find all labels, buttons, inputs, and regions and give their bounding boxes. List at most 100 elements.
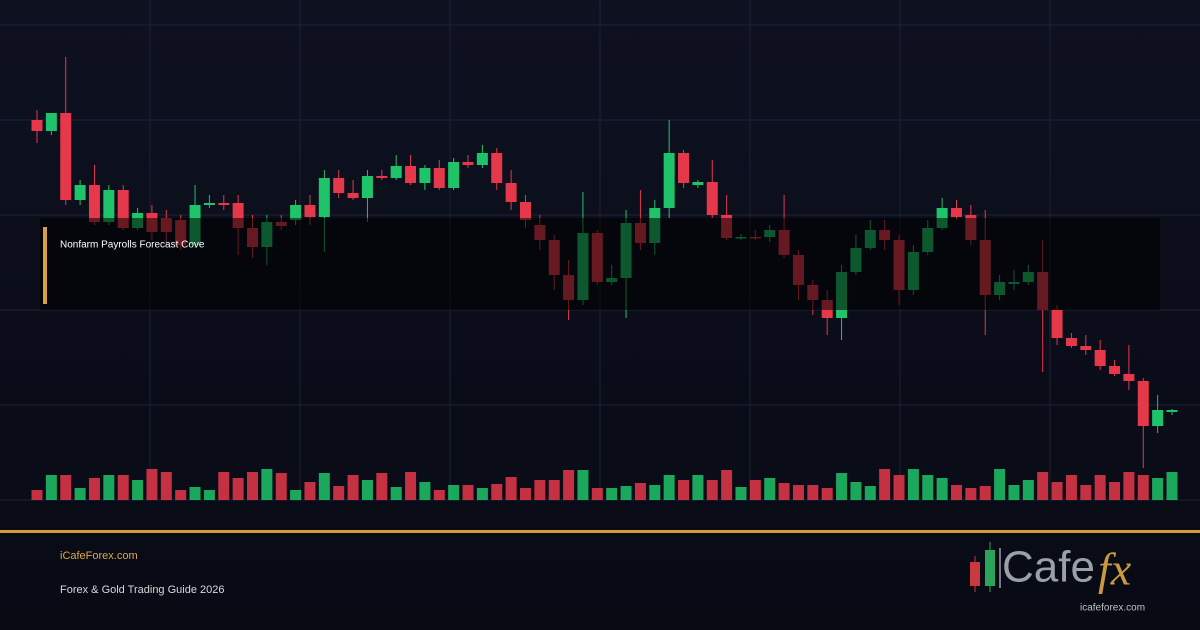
candle-body (103, 190, 115, 222)
volume-bar (290, 490, 302, 500)
candle-body (1166, 410, 1178, 412)
annotation-box (40, 218, 1160, 310)
volume-bar (979, 486, 991, 500)
candle-body (419, 168, 431, 183)
volume-bar (548, 480, 560, 500)
candle-body (74, 185, 86, 200)
volume-bar (936, 478, 948, 500)
volume-bar (462, 485, 474, 500)
volume-bar (491, 484, 503, 500)
volume-bar (1080, 485, 1092, 500)
candle-body (318, 178, 330, 217)
candle-body (476, 153, 488, 165)
volume-bar (907, 469, 919, 500)
volume-bar (721, 470, 733, 500)
volume-bar (879, 469, 891, 500)
candle-body (232, 203, 244, 228)
candle-body (1094, 350, 1106, 366)
candle-body (491, 153, 503, 183)
logo-icon (970, 562, 980, 586)
candle-body (1152, 410, 1164, 426)
volume-bar (433, 490, 445, 500)
volume-bar (448, 485, 460, 500)
volume-bar (275, 473, 287, 500)
volume-bar (792, 485, 804, 500)
candle-body (462, 162, 474, 165)
volume-bar (606, 488, 618, 500)
divider (0, 530, 1200, 533)
volume-bar (304, 482, 316, 500)
candle-body (1137, 381, 1149, 426)
candle-body (347, 193, 359, 198)
volume-bar (45, 475, 57, 500)
volume-bar (534, 480, 546, 500)
volume-bar (88, 478, 100, 500)
volume-bar (764, 478, 776, 500)
volume-bar (218, 472, 230, 500)
volume-bar (1051, 482, 1063, 500)
footer-site: iCafeForex.com (60, 550, 138, 562)
volume-bar (1065, 475, 1077, 500)
volume-bar (706, 480, 718, 500)
candle-body (390, 166, 402, 178)
candle-body (333, 178, 345, 193)
volume-bar (950, 485, 962, 500)
volume-bar (419, 482, 431, 500)
volume-bar (1123, 472, 1135, 500)
candle-body (31, 120, 43, 131)
logo-word: Cafe (1002, 543, 1095, 592)
volume-bar (361, 480, 373, 500)
volume-bar (132, 480, 144, 500)
volume-bar (922, 475, 934, 500)
candle-body (376, 176, 388, 178)
volume-bar (563, 470, 575, 500)
candle-body (1080, 346, 1092, 350)
logo: Cafe fx icafeforex.com (970, 542, 1145, 614)
volume-bar (1022, 480, 1034, 500)
volume-bar (1137, 475, 1149, 500)
candle-body (405, 166, 417, 183)
volume-bar (1037, 472, 1049, 500)
candle-body (692, 182, 704, 185)
volume-bar (994, 469, 1006, 500)
candle-body (1051, 310, 1063, 338)
candle-body (433, 168, 445, 188)
volume-bar (103, 475, 115, 500)
volume-bar (1109, 482, 1121, 500)
volume-bar (333, 486, 345, 500)
candle-body (361, 176, 373, 198)
candle-body (1109, 366, 1121, 374)
candle-body (950, 208, 962, 217)
volume-bar (232, 478, 244, 500)
volume-bar (836, 473, 848, 500)
candle-body (519, 202, 531, 220)
volume-bar (678, 480, 690, 500)
candle-body (448, 162, 460, 188)
volume-bar (203, 490, 215, 500)
volume-bar (821, 488, 833, 500)
volume-bar (261, 469, 273, 500)
candle-body (117, 190, 129, 228)
volume-bar (1094, 475, 1106, 500)
volume-bar (1008, 485, 1020, 500)
candle-body (678, 153, 690, 183)
logo-icon (985, 550, 995, 586)
volume-bar (505, 477, 517, 500)
candle-body (60, 113, 72, 200)
volume-bar (778, 483, 790, 500)
candle-body (45, 113, 57, 131)
logo-url: icafeforex.com (1080, 603, 1145, 614)
candle-body (88, 185, 100, 222)
volume-bar (864, 486, 876, 500)
volume-bar (634, 483, 646, 500)
candle-body (663, 153, 675, 208)
volume-bar (649, 485, 661, 500)
volume-bar (749, 480, 761, 500)
volume-bar (577, 470, 589, 500)
volume-bar (519, 488, 531, 500)
volume-bar (160, 472, 172, 500)
volume-bar (965, 488, 977, 500)
volume-bar (60, 475, 72, 500)
